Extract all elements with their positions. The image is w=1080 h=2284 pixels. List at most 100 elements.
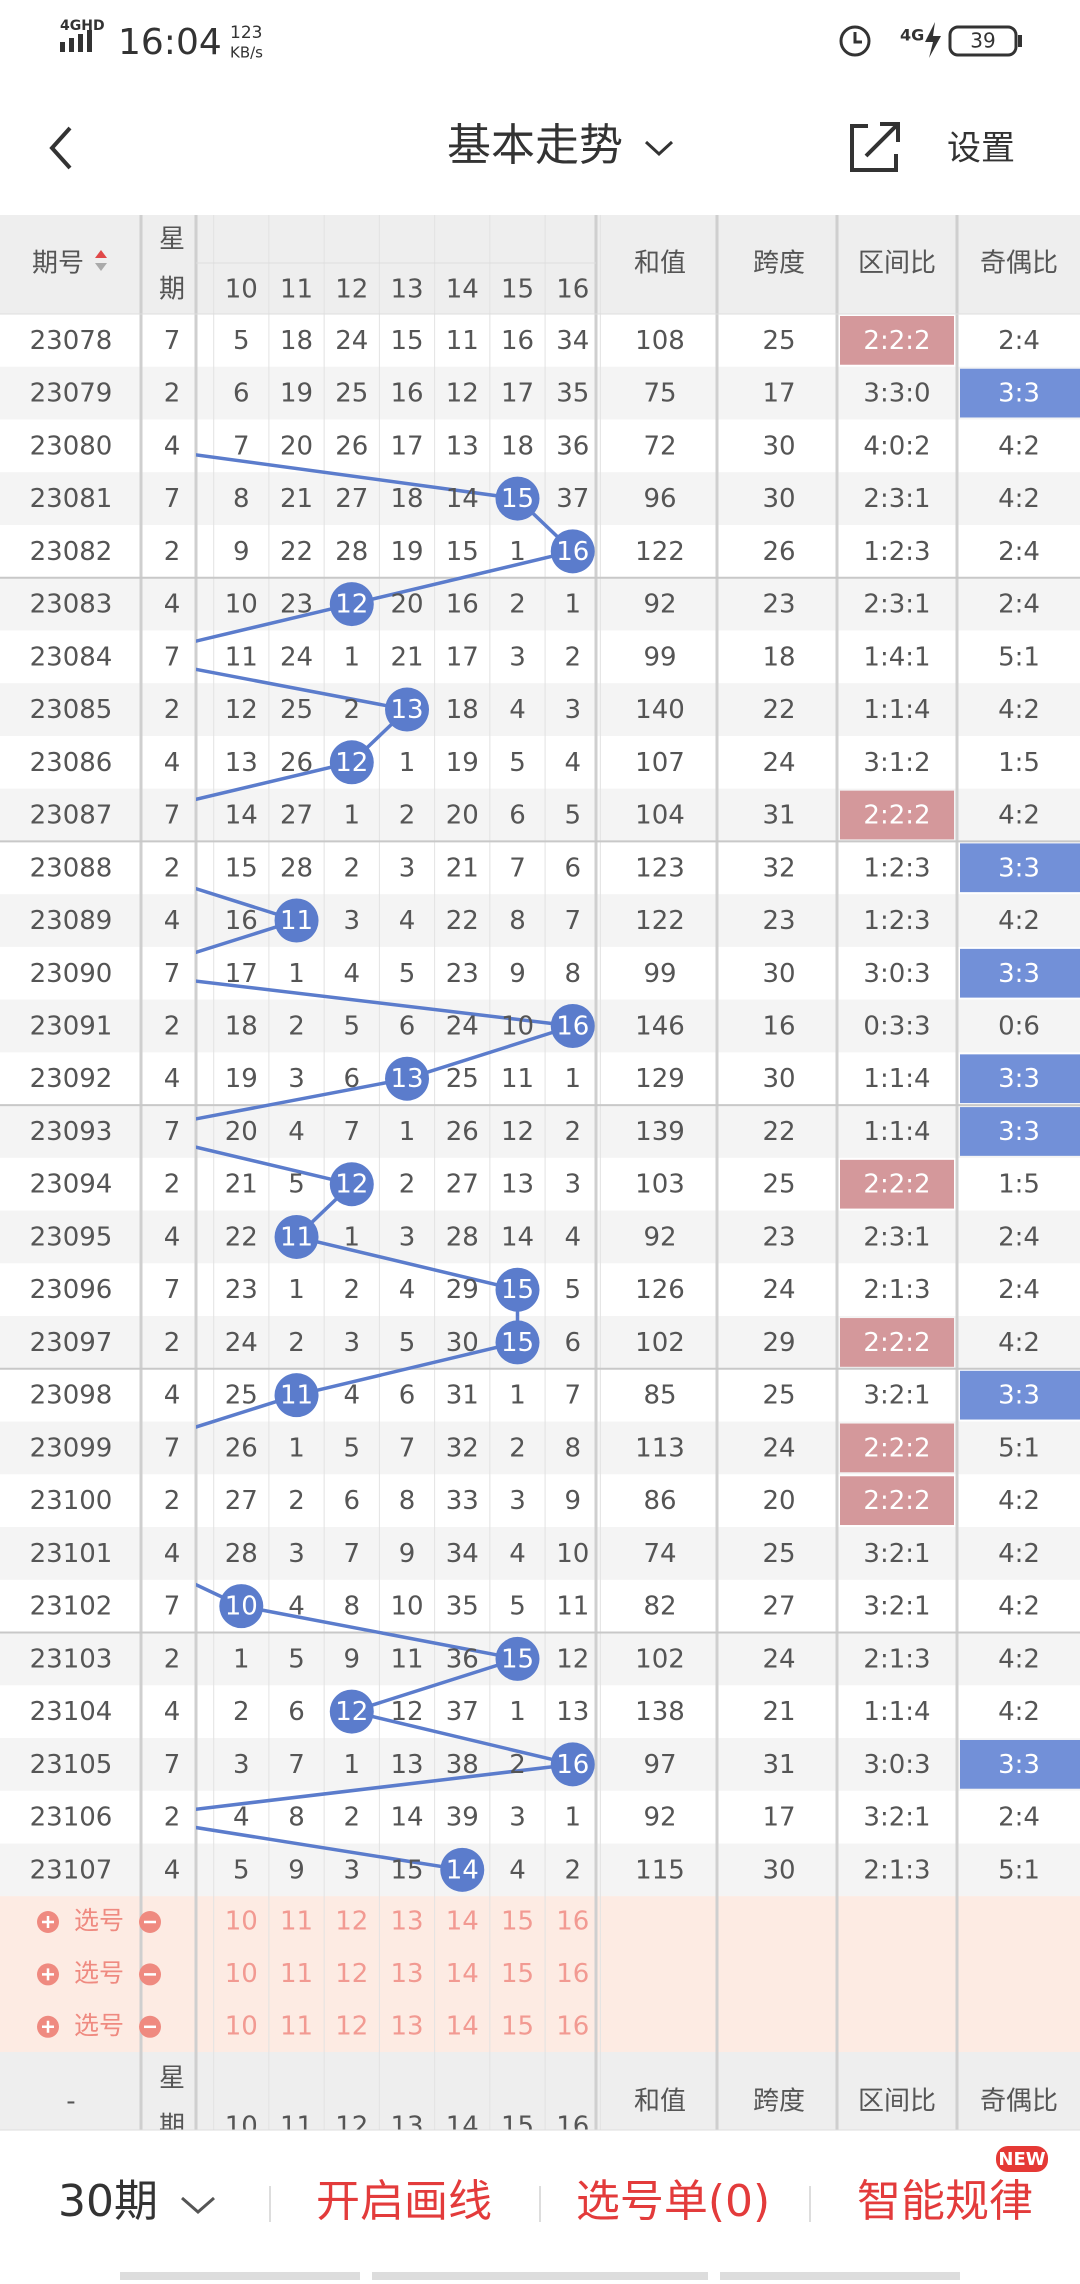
- ball-number: 11: [280, 906, 313, 936]
- number-cell: 4: [288, 1117, 305, 1147]
- ball: [274, 898, 319, 943]
- zone-ratio: 1:1:4: [863, 695, 930, 725]
- weekday: 4: [164, 1222, 181, 1252]
- sum: 129: [635, 1064, 685, 1094]
- span: 20: [762, 1486, 795, 1516]
- row-stripe: [0, 999, 1080, 1053]
- number-cell: 14: [501, 1222, 534, 1252]
- period: 23092: [30, 1064, 113, 1094]
- span-header: 跨度: [753, 2087, 805, 2117]
- number-cell: 1: [344, 1750, 361, 1780]
- weekday: 4: [164, 748, 181, 778]
- number-header: 10: [225, 2112, 258, 2142]
- ball: [495, 476, 540, 521]
- number-cell: 21: [280, 484, 313, 514]
- sum: 74: [643, 1539, 676, 1569]
- number-cell: 37: [446, 1697, 479, 1727]
- picker-number[interactable]: 10: [225, 2011, 258, 2041]
- draw-lines-button[interactable]: 开启画线: [316, 2176, 492, 2227]
- number-cell: 6: [399, 1381, 416, 1411]
- number-cell: 17: [390, 431, 423, 461]
- number-cell: 2: [233, 1697, 250, 1727]
- row-stripe: [0, 1843, 1080, 1897]
- picker-number[interactable]: 13: [390, 1907, 423, 1937]
- back-button[interactable]: [49, 126, 72, 170]
- picker-number[interactable]: 12: [335, 1959, 368, 1989]
- period: 23082: [30, 537, 113, 567]
- weekday: 4: [164, 1064, 181, 1094]
- number-cell: 20: [280, 431, 313, 461]
- settings-button[interactable]: 设置: [947, 129, 1015, 169]
- picker-number[interactable]: 15: [501, 1907, 534, 1937]
- number-cell: 2: [509, 1433, 526, 1463]
- sum: 139: [635, 1117, 685, 1147]
- picker-number[interactable]: 15: [501, 2011, 534, 2041]
- picker-number[interactable]: 12: [335, 2011, 368, 2041]
- number-cell: 3: [564, 1170, 581, 1200]
- odd-even-ratio: 3:3: [998, 1750, 1040, 1780]
- sum: 92: [643, 1222, 676, 1252]
- number-cell: 2: [509, 1750, 526, 1780]
- number-cell: 12: [390, 1697, 423, 1727]
- number-cell: 4: [233, 1803, 250, 1833]
- number-header: 15: [501, 275, 534, 305]
- picker-number[interactable]: 14: [446, 2011, 479, 2041]
- picker-number[interactable]: 16: [556, 1959, 589, 1989]
- row-stripe: [0, 1632, 1080, 1686]
- span: 27: [762, 1592, 795, 1622]
- share-button[interactable]: [850, 122, 900, 172]
- picker-number[interactable]: 10: [225, 1959, 258, 1989]
- picker-number[interactable]: 13: [390, 1959, 423, 1989]
- picker-number[interactable]: 12: [335, 1907, 368, 1937]
- ball: [274, 1373, 319, 1418]
- ball-number: 12: [335, 590, 368, 620]
- row-stripe: [0, 894, 1080, 947]
- picker-number[interactable]: 11: [280, 1959, 313, 1989]
- picker-number[interactable]: 11: [280, 1907, 313, 1937]
- smart-rules-button[interactable]: 智能规律: [857, 2176, 1033, 2227]
- picker-number[interactable]: 10: [225, 1907, 258, 1937]
- period-header: -: [66, 2087, 75, 2117]
- periods-selector[interactable]: 30期: [58, 2176, 158, 2227]
- picker-number[interactable]: 16: [556, 2011, 589, 2041]
- number-cell: 26: [280, 748, 313, 778]
- zone-ratio: 1:2:3: [863, 537, 930, 567]
- picker-number[interactable]: 14: [446, 1959, 479, 1989]
- number-cell: 20: [446, 801, 479, 831]
- periods-dropdown[interactable]: [181, 2196, 215, 2214]
- picker-number[interactable]: 11: [280, 2011, 313, 2041]
- trend-line: [196, 453, 518, 501]
- net-speed: 123: [230, 23, 262, 43]
- picker-number[interactable]: 15: [501, 1959, 534, 1989]
- period: 23102: [30, 1592, 113, 1622]
- sum: 92: [643, 1803, 676, 1833]
- weekday-header: 星: [159, 2064, 185, 2094]
- number-cell: 18: [225, 1011, 258, 1041]
- number-cell: 4: [399, 906, 416, 936]
- sum: 115: [635, 1855, 685, 1885]
- picker-number[interactable]: 16: [556, 1907, 589, 1937]
- weekday: 4: [164, 1855, 181, 1885]
- pick-list-button[interactable]: 选号单(0): [576, 2176, 770, 2227]
- number-cell: 23: [280, 590, 313, 620]
- period: 23100: [30, 1486, 113, 1516]
- number-cell: 22: [446, 906, 479, 936]
- weekday-header: 期: [159, 275, 185, 305]
- number-cell: 18: [280, 326, 313, 356]
- picker-number[interactable]: 14: [446, 1907, 479, 1937]
- odd-even-highlight: [960, 843, 1080, 893]
- add-sign: [42, 2020, 54, 2033]
- ball-number: 11: [280, 1222, 313, 1252]
- span: 30: [762, 1855, 795, 1885]
- title-dropdown[interactable]: [644, 140, 674, 157]
- period: 23106: [30, 1803, 113, 1833]
- picker-number[interactable]: 13: [390, 2011, 423, 2041]
- period: 23099: [30, 1433, 113, 1463]
- zone-ratio: 3:2:1: [863, 1592, 930, 1622]
- number-cell: 18: [390, 484, 423, 514]
- number-cell: 27: [225, 1486, 258, 1516]
- sum: 102: [635, 1328, 685, 1358]
- odd-even-ratio: 2:4: [998, 326, 1040, 356]
